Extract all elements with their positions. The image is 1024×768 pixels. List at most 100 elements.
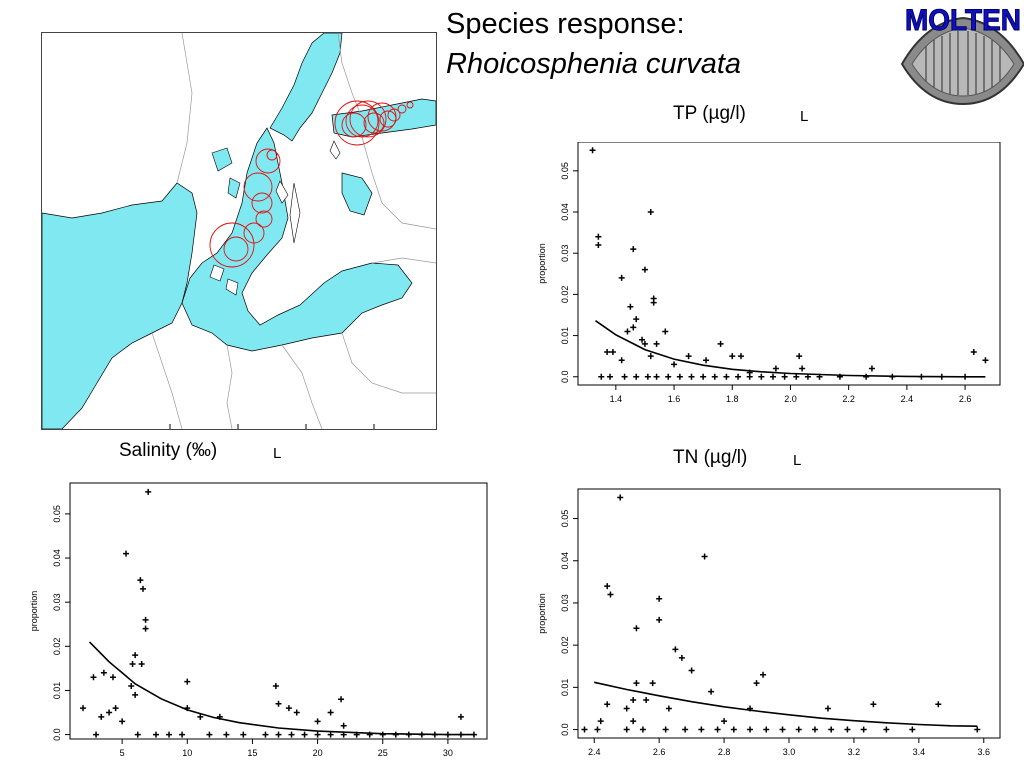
tp-x-tick-label: 2.0: [784, 394, 797, 404]
tp-y-tick-label: 0.0: [560, 371, 570, 384]
tp-data-point: [717, 340, 724, 347]
tp-data-point: [868, 365, 875, 372]
salinity-data-point: [129, 660, 136, 667]
salinity-data-point: [139, 585, 146, 592]
salinity-data-point: [134, 731, 141, 738]
salinity-data-point: [379, 731, 386, 738]
salinity-data-point: [100, 669, 107, 676]
salinity-data-point: [98, 713, 105, 720]
tn-data-point: [656, 616, 663, 623]
tn-x-tick-label: 2.6: [653, 747, 666, 757]
tp-data-point: [729, 353, 736, 360]
salinity-data-point: [314, 731, 321, 738]
salinity-data-point: [275, 700, 282, 707]
salinity-x-tick-label: 30: [443, 748, 453, 758]
tp-data-point: [595, 233, 602, 240]
tn-data-point: [701, 553, 708, 560]
tn-response-chart: 2.4 2.6 2.8 3.0 3.2 3.4 3.6 0.0 0.01 0.02 0.03 0.04…: [537, 488, 1001, 757]
tn-data-point: [844, 726, 851, 733]
tp-data-point: [641, 266, 648, 273]
salinity-data-point: [142, 625, 149, 632]
salinity-data-point: [206, 731, 213, 738]
tp-data-point: [650, 295, 657, 302]
salinity-data-point: [275, 731, 282, 738]
tp-y-tick-label: 0.04: [560, 203, 570, 221]
tn-data-point: [828, 726, 835, 733]
salinity-data-point: [80, 705, 87, 712]
tp-x-tick-label: 2.4: [901, 394, 914, 404]
tn-data-point: [581, 726, 588, 733]
tn-x-tick-label: 3.4: [913, 747, 926, 757]
tp-y-tick-label: 0.03: [560, 244, 570, 262]
tp-x-tick-label: 2.6: [959, 394, 972, 404]
tn-data-point: [760, 671, 767, 678]
tp-data-point: [641, 340, 648, 347]
tn-data-point: [594, 726, 601, 733]
tn-data-point: [630, 718, 637, 725]
tn-data-point: [617, 494, 624, 501]
salinity-response-chart: 5 10 15 20 25 30 0.0 0.01 0.02 0.03 0.04 0.05 propor…: [29, 482, 488, 758]
tn-data-point: [698, 726, 705, 733]
tn-plot-frame: [577, 488, 1001, 739]
salinity-y-tick-label: 0.05: [52, 505, 62, 523]
tp-panel-tag: L: [800, 108, 809, 125]
tn-data-point: [623, 726, 630, 733]
salinity-data-point: [110, 674, 117, 681]
salinity-data-point: [457, 713, 464, 720]
tp-data-point: [589, 147, 596, 154]
tn-panel-tag: L: [793, 452, 802, 469]
salinity-y-tick-label: 0.03: [52, 593, 62, 611]
tp-data-point: [735, 373, 742, 380]
tn-data-point: [630, 697, 637, 704]
tp-data-point: [671, 361, 678, 368]
salinity-data-point: [197, 713, 204, 720]
tp-data-point: [647, 209, 654, 216]
tn-y-tick-label: 0.03: [560, 594, 570, 612]
tp-data-point: [711, 373, 718, 380]
tn-data-point: [795, 726, 802, 733]
salinity-plot-frame: [69, 482, 488, 740]
tn-data-point: [860, 726, 867, 733]
salinity-data-point: [138, 660, 145, 667]
tn-data-point: [714, 726, 721, 733]
salinity-data-point: [240, 731, 247, 738]
salinity-x-tick-label: 25: [378, 748, 388, 758]
tp-data-point: [772, 365, 779, 372]
tp-data-point: [700, 373, 707, 380]
tp-data-point: [609, 349, 616, 356]
tn-data-point: [811, 726, 818, 733]
baltic-sea-map: [41, 32, 437, 430]
salinity-data-point: [314, 718, 321, 725]
tp-data-point: [863, 373, 870, 380]
tp-data-point: [685, 353, 692, 360]
tn-fitted-curve: [594, 681, 978, 727]
salinity-data-point: [90, 674, 97, 681]
salinity-data-point: [166, 731, 173, 738]
tn-data-point: [639, 726, 646, 733]
tp-y-axis-label: proportion: [537, 243, 547, 284]
tn-y-axis-label: proportion: [537, 593, 547, 634]
tn-data-point: [883, 726, 890, 733]
tp-y-tick-label: 0.05: [560, 162, 570, 180]
tp-data-point: [639, 336, 646, 343]
salinity-data-point: [338, 696, 345, 703]
tp-data-point: [618, 274, 625, 281]
tp-data-point: [737, 353, 744, 360]
salinity-data-point: [293, 709, 300, 716]
salinity-data-point: [93, 731, 100, 738]
salinity-data-point: [137, 577, 144, 584]
salinity-y-tick-label: 0.0: [52, 728, 62, 741]
molten-logo: MOLTEN: [900, 4, 1024, 106]
salinity-y-tick-label: 0.02: [52, 638, 62, 656]
tn-data-point: [604, 583, 611, 590]
salinity-data-point: [285, 705, 292, 712]
page-title-line1: Species response:: [446, 8, 685, 40]
tp-x-tick-label: 1.8: [726, 394, 739, 404]
tn-y-tick-label: 0.05: [560, 510, 570, 528]
tn-data-point: [779, 726, 786, 733]
salinity-data-point: [288, 731, 295, 738]
salinity-data-point: [119, 718, 126, 725]
tp-data-point: [662, 328, 669, 335]
tn-data-point: [604, 701, 611, 708]
tp-data-point: [799, 365, 806, 372]
